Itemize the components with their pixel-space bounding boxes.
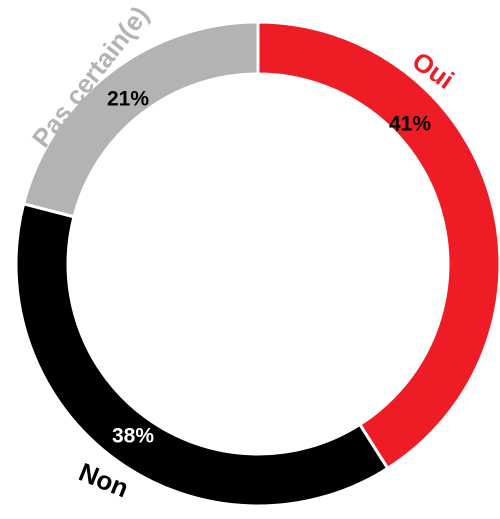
slice xyxy=(256,20,500,471)
slice xyxy=(21,20,260,219)
value-label: 21% xyxy=(107,88,149,111)
value-label: 38% xyxy=(112,425,154,448)
value-label: 41% xyxy=(389,113,431,136)
slice xyxy=(14,201,390,508)
